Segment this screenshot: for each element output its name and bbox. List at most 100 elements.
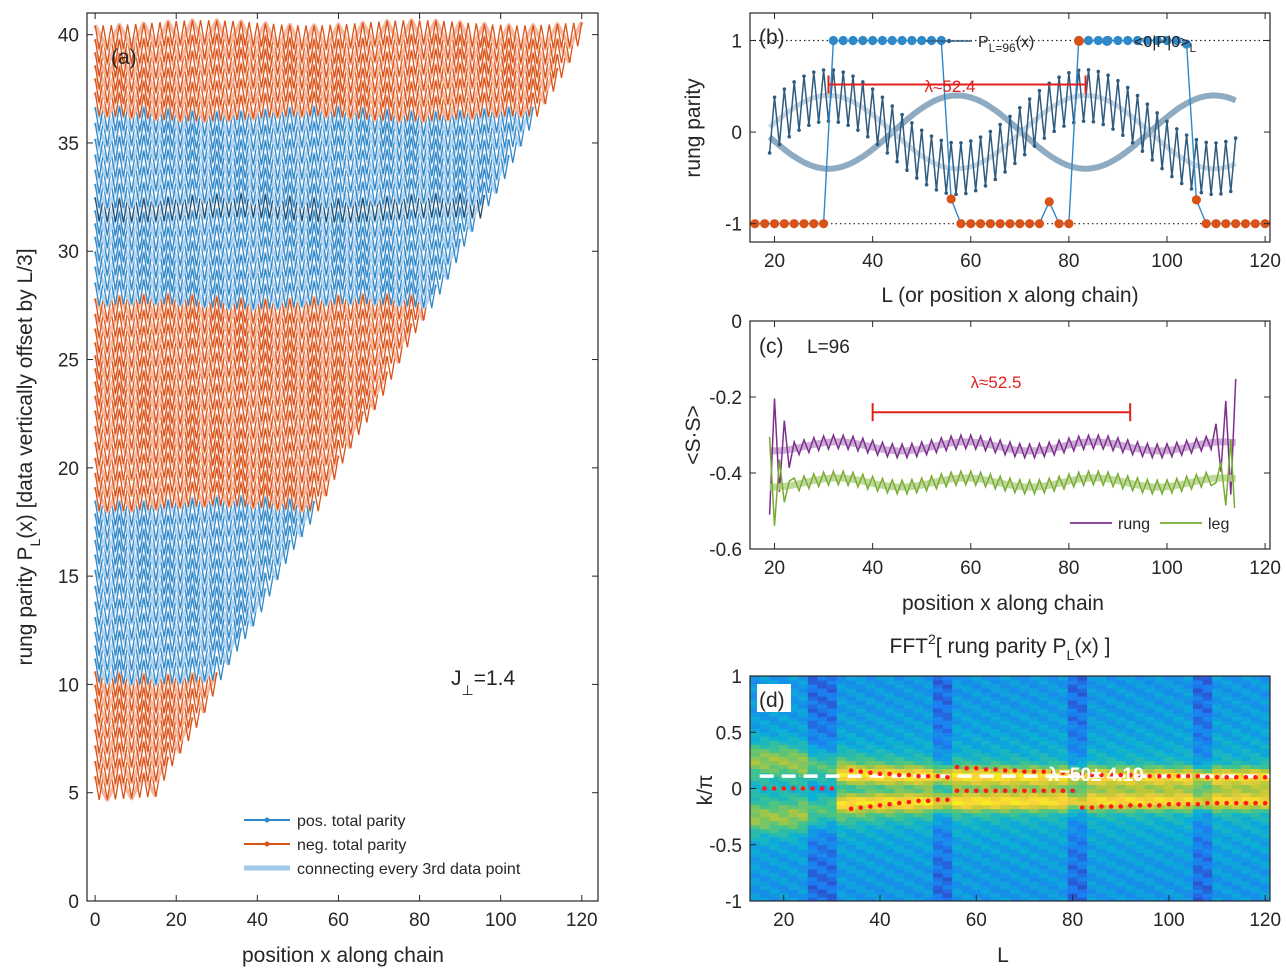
heatmap-cell [1260, 784, 1270, 790]
heatmap-cell [961, 856, 973, 862]
heatmap-cell [952, 732, 963, 737]
heatmap-cell [1221, 880, 1233, 886]
heatmap-cell [904, 724, 915, 729]
heatmap-cell [1241, 736, 1252, 741]
heatmap-cell [1010, 720, 1021, 725]
heatmap-cell [1115, 784, 1127, 790]
heatmap-cell [1260, 752, 1270, 757]
pl96-point [782, 87, 787, 91]
peak-dot-upper [993, 767, 998, 772]
heatmap-cell [788, 696, 799, 701]
heatmap-cell [1173, 880, 1184, 886]
heatmap-cell [1270, 696, 1280, 701]
heatmap-cell [1270, 797, 1280, 802]
heatmap-cell [923, 868, 934, 874]
heatmap-cell [1183, 704, 1194, 709]
heatmap-cell [769, 748, 780, 753]
heatmap-cell [1048, 760, 1059, 765]
expectation-point [1034, 219, 1045, 229]
heatmap-cell [971, 796, 982, 802]
heatmap-cell [1029, 836, 1040, 842]
peak-dot-upper [1060, 770, 1066, 776]
heatmap-cell [750, 840, 761, 846]
heatmap-cell [846, 708, 857, 713]
heatmap-cell [759, 828, 770, 834]
heatmap-cell [1115, 852, 1127, 858]
heatmap-cell [750, 700, 761, 705]
pl96-point [1116, 78, 1120, 83]
heatmap-cell [913, 688, 924, 693]
pl96-point [1003, 170, 1007, 174]
heatmap-cell [1212, 708, 1223, 713]
heatmap-cell [1106, 852, 1117, 858]
heatmap-cell [1135, 832, 1146, 838]
heatmap-cell [913, 768, 924, 774]
heatmap-cell [817, 692, 828, 697]
heatmap-cell [865, 720, 876, 725]
legend-expect-label: <0|P|0>L [1134, 34, 1196, 55]
heatmap-cell [759, 756, 770, 761]
heatmap-cell [1125, 716, 1136, 721]
heatmap-cell [923, 860, 934, 866]
heatmap-cell [1048, 792, 1059, 798]
expectation-point [838, 35, 848, 46]
heatmap-cell [846, 740, 857, 745]
heatmap-cell [836, 752, 847, 757]
heatmap-cell [952, 856, 963, 862]
heatmap-cell [1038, 772, 1050, 778]
heatmap-cell [1144, 696, 1156, 701]
heatmap-cell [1115, 828, 1127, 834]
heatmap-cell [1096, 756, 1107, 761]
heatmap-cell [759, 864, 770, 870]
heatmap-cell [1048, 780, 1059, 786]
heatmap-cell [1231, 876, 1242, 882]
heatmap-cell [884, 700, 896, 705]
heatmap-cell [981, 760, 992, 765]
heatmap-cell [1125, 764, 1136, 770]
heatmap-cell [1231, 732, 1242, 737]
heatmap-cell [1087, 812, 1098, 818]
heatmap-cell [913, 712, 924, 717]
heatmap-cell [1192, 820, 1204, 826]
heatmap-cell [1096, 816, 1107, 822]
heatmap-cell [807, 876, 819, 882]
heatmap-cell [971, 844, 982, 850]
heatmap-cell [827, 876, 838, 882]
heatmap-cell [904, 820, 915, 826]
heatmap-cell [1096, 680, 1107, 685]
pl96-point [1013, 161, 1017, 166]
heatmap-cell [932, 764, 944, 770]
heatmap-cell [990, 828, 1001, 834]
heatmap-cell [759, 796, 770, 802]
heatmap-cell [865, 748, 876, 753]
heatmap-cell [990, 800, 1001, 806]
heatmap-cell [1067, 860, 1079, 866]
heatmap-cell [884, 868, 896, 874]
heatmap-cell [932, 884, 944, 890]
peak-dot-lower [848, 806, 854, 812]
heatmap-cell [817, 820, 828, 826]
heatmap-cell [990, 780, 1001, 786]
heatmap-cell [952, 844, 963, 850]
peak-dot-lower [1012, 788, 1018, 794]
heatmap-cell [1192, 744, 1204, 749]
heatmap-cell [990, 812, 1001, 818]
heatmap-cell [836, 720, 847, 725]
heatmap-cell [1173, 868, 1184, 874]
pl96-point [870, 87, 875, 91]
heatmap-cell [884, 756, 896, 761]
heatmap-cell [942, 676, 953, 681]
panel-b-ylabel: rung parity [682, 78, 705, 178]
heatmap-cell [1000, 812, 1011, 818]
y-tick-label: 1 [731, 31, 742, 52]
heatmap-cell [1202, 860, 1213, 866]
peak-dot-upper [1128, 772, 1133, 778]
heatmap-cell [1077, 820, 1088, 826]
heatmap-cell [827, 808, 838, 814]
heatmap-cell [1010, 792, 1021, 798]
heatmap-cell [1087, 748, 1098, 753]
heatmap-cell [1164, 676, 1175, 681]
heatmap-cell [798, 816, 809, 822]
heatmap-cell [1115, 860, 1127, 866]
